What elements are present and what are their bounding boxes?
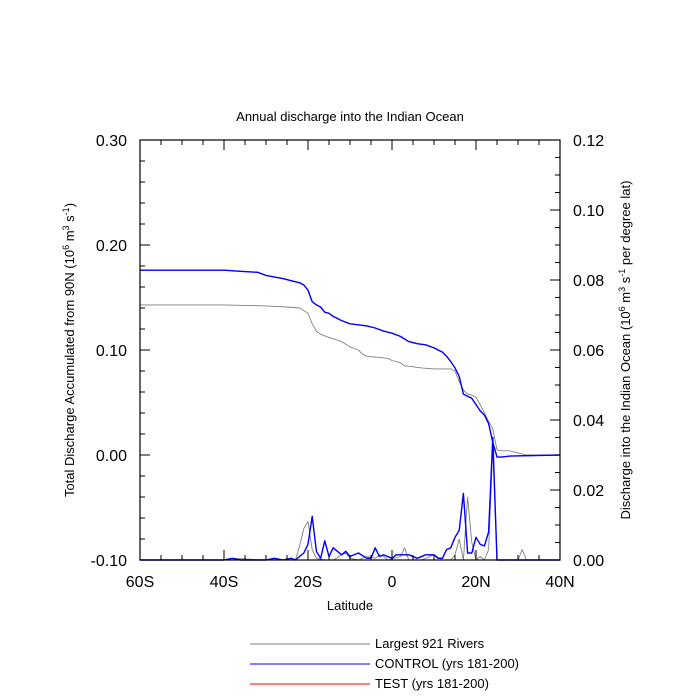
largest-921-rivers-per-degree-line — [140, 447, 560, 561]
x-tick-label-1: 40S — [210, 574, 238, 591]
x-tick-label-4: 20N — [461, 574, 490, 591]
y-left-tick-labels: 0.30 0.20 0.10 0.00 -0.10 — [91, 133, 128, 570]
y-left-tick-label-3: 0.00 — [96, 448, 127, 465]
y-left-tick-label-0: 0.30 — [96, 133, 127, 150]
x-tick-label-0: 60S — [126, 574, 154, 591]
plot-frame — [139, 139, 561, 561]
y-left-tick-label-4: -0.10 — [91, 553, 128, 570]
legend-label-rivers: Largest 921 Rivers — [375, 636, 485, 651]
y-axis-left-label: Total Discharge Accumulated from 90N (10… — [61, 203, 77, 497]
largest-921-rivers-cumulative-line — [140, 304, 560, 456]
x-axis-label: Latitude — [327, 598, 373, 613]
x-tick-label-2: 20S — [294, 574, 322, 591]
legend-label-test: TEST (yrs 181-200) — [375, 676, 489, 691]
legend-label-control: CONTROL (yrs 181-200) — [375, 656, 519, 671]
test-yrs-181-200-cumulative-line — [140, 269, 561, 458]
y-right-tick-labels: 0.12 0.10 0.08 0.06 0.04 0.02 0.00 — [573, 133, 604, 570]
legend: Largest 921 Rivers CONTROL (yrs 181-200)… — [250, 636, 519, 691]
control-yrs-181-200-per-degree-line — [140, 436, 560, 561]
chart-title: Annual discharge into the Indian Ocean — [236, 109, 464, 124]
x-tick-label-3: 0 — [388, 574, 397, 591]
x-tick-label-5: 40N — [545, 574, 574, 591]
ticks-layer — [139, 139, 561, 561]
y-right-tick-label-4: 0.04 — [573, 413, 604, 430]
y-right-tick-label-1: 0.10 — [573, 203, 604, 220]
y-left-tick-label-1: 0.20 — [96, 238, 127, 255]
y-right-tick-label-0: 0.12 — [573, 133, 604, 150]
y-axis-right-label: Discharge into the Indian Ocean (106 m3 … — [617, 181, 633, 520]
y-right-tick-label-2: 0.08 — [573, 273, 604, 290]
x-tick-labels: 60S 40S 20S 0 20N 40N — [126, 574, 575, 591]
y-right-tick-label-3: 0.06 — [573, 343, 604, 360]
y-left-tick-label-2: 0.10 — [96, 343, 127, 360]
y-right-tick-label-6: 0.00 — [573, 553, 604, 570]
control-yrs-181-200-cumulative-line — [140, 269, 561, 458]
y-right-tick-label-5: 0.02 — [573, 483, 604, 500]
series-layer — [140, 269, 561, 561]
